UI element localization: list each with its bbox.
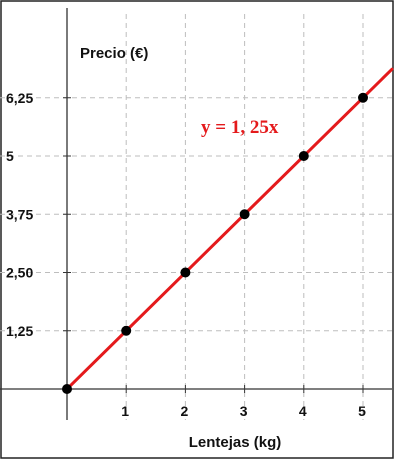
data-point — [62, 384, 72, 394]
y-axis-title: Precio (€) — [80, 45, 148, 62]
x-tick-label: 4 — [299, 403, 307, 419]
series-line — [65, 67, 394, 391]
data-points — [62, 92, 368, 394]
data-point — [239, 209, 250, 220]
data-point — [298, 151, 309, 161]
series-line-group — [65, 67, 394, 391]
line-equation-label: y = 1, 25x — [201, 117, 279, 138]
y-tick-label: 2,50 — [6, 265, 33, 281]
data-point — [358, 92, 368, 103]
y-tick-label: 6,25 — [6, 90, 33, 106]
x-tick-label: 2 — [181, 403, 189, 419]
y-tick-label: 5 — [6, 148, 14, 164]
data-point — [121, 325, 132, 336]
x-axis-title: Lentejas (kg) — [189, 434, 282, 451]
y-tick-label: 1,25 — [6, 323, 33, 339]
y-tick-label: 3,75 — [6, 206, 33, 222]
x-tick-label: 3 — [240, 403, 248, 419]
tick-labels: 1 2 3 4 5 1,25 2,50 3,75 5 6,25 — [6, 90, 366, 419]
x-tick-label: 5 — [358, 403, 366, 419]
x-tick-label: 1 — [121, 403, 129, 419]
data-point — [180, 267, 191, 278]
